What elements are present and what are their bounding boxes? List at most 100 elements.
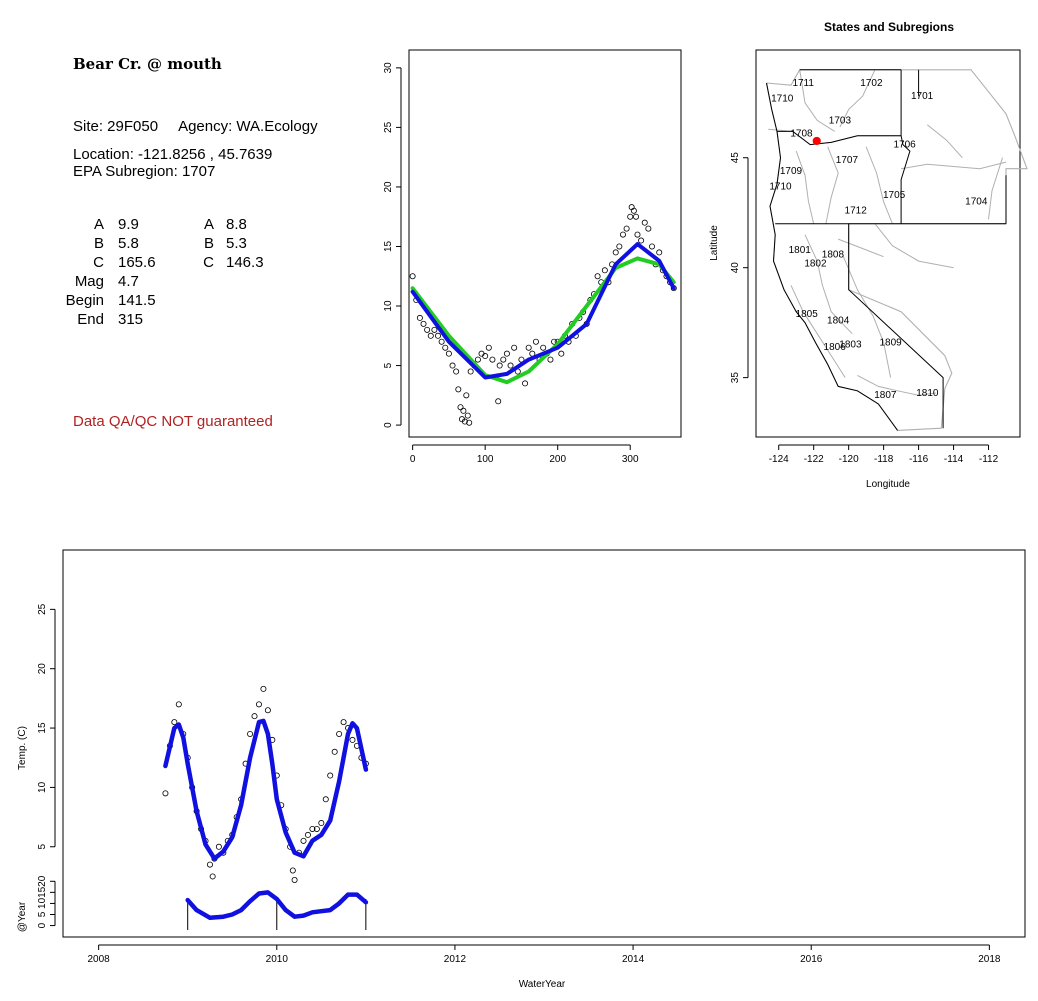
data-point — [645, 225, 652, 232]
param-value-2: 8.8 — [226, 216, 247, 233]
data-point — [264, 707, 271, 714]
data-point — [206, 861, 213, 868]
data-point — [255, 701, 262, 708]
data-point — [349, 736, 356, 743]
data-point — [616, 243, 623, 250]
param-value: 9.9 — [118, 216, 139, 233]
map-xlabel: Longitude — [866, 479, 910, 490]
subregion-label: 1706 — [893, 140, 916, 151]
data-point — [318, 820, 325, 827]
location-line: Location: -121.8256 , 45.7639 — [73, 146, 273, 163]
map-plot-frame — [755, 49, 1021, 438]
state-border — [900, 69, 911, 224]
subregion-boundary — [857, 374, 937, 396]
x-tick-label: 0 — [410, 454, 416, 465]
data-point — [291, 877, 298, 884]
data-point — [420, 320, 427, 327]
subregion-boundary — [926, 124, 963, 159]
subregion-label: 1708 — [790, 129, 813, 140]
data-point — [455, 386, 462, 393]
y-tick-label: 5 — [383, 362, 394, 368]
data-point — [340, 719, 347, 726]
subregion-label: 1710 — [771, 93, 794, 104]
param-value: 141.5 — [118, 292, 156, 309]
y-tick-label: 15 — [383, 240, 394, 252]
subregion-boundary — [839, 69, 876, 128]
y-tick-label: 25 — [383, 121, 394, 133]
data-point — [532, 338, 539, 345]
subregion-label: 1702 — [860, 78, 883, 89]
data-point — [495, 398, 502, 405]
qa-disclaimer: Data QA/QC NOT guaranteed — [73, 413, 273, 430]
subregion-label: 1707 — [836, 155, 859, 166]
y-tick-label: 5 — [37, 844, 48, 850]
data-point — [558, 350, 565, 357]
data-point — [623, 225, 630, 232]
x-tick-label: 2010 — [266, 954, 289, 965]
data-point — [551, 338, 558, 345]
fit-line-green — [410, 256, 676, 385]
seasonal-plot-frame — [408, 49, 682, 438]
data-point — [416, 314, 423, 321]
subregion-boundary — [874, 223, 954, 269]
data-point — [438, 338, 445, 345]
data-point — [457, 404, 464, 411]
data-point — [540, 344, 547, 351]
subregion-boundary — [795, 150, 815, 224]
data-point — [209, 873, 216, 880]
year-fit-line — [185, 890, 369, 921]
param-label-2: A — [203, 216, 214, 233]
x-tick-label: 300 — [622, 454, 639, 465]
site-marker — [812, 136, 821, 146]
param-value: 4.7 — [118, 273, 139, 290]
data-point — [482, 353, 489, 360]
subregion-label: 1712 — [845, 206, 868, 217]
subregion-label: 1703 — [829, 115, 852, 126]
subregion-label: 1805 — [796, 309, 819, 320]
subregion-map: -124 -122 -120 -118 -116 -114 -112 35 40 45 1711 17… — [730, 69, 1028, 465]
data-point — [525, 344, 532, 351]
fit-line-blue — [410, 242, 676, 380]
map-title: States and Subregions — [824, 20, 954, 34]
data-point — [522, 380, 529, 387]
data-point — [500, 356, 507, 363]
param-value-2: 5.3 — [226, 235, 247, 252]
data-point — [466, 419, 473, 426]
data-point — [594, 273, 601, 280]
subregion-boundary — [901, 161, 1007, 170]
param-label: C — [93, 254, 104, 271]
x-tick-label: 200 — [549, 454, 566, 465]
param-label: End — [77, 311, 104, 328]
x-tick-label: -124 — [769, 454, 789, 465]
data-point — [619, 231, 626, 238]
data-point — [467, 368, 474, 375]
subregion-boundary — [804, 234, 853, 335]
x-tick-label: 2008 — [88, 954, 111, 965]
y-tick-label: 45 — [730, 152, 741, 164]
data-point — [336, 730, 343, 737]
data-point — [215, 843, 222, 850]
map-ylabel: Latitude — [709, 225, 720, 261]
subregion-label: 1801 — [789, 245, 812, 256]
data-point — [511, 344, 518, 351]
x-tick-label: 100 — [477, 454, 494, 465]
data-point — [247, 730, 254, 737]
data-point — [612, 249, 619, 256]
state-border — [777, 130, 902, 146]
data-point — [641, 219, 648, 226]
y-tick-label: 20 — [37, 663, 48, 675]
seasonal-plot: 0 100 200 300 0 5 10 15 20 25 30 — [383, 62, 677, 465]
subregion-boundary — [838, 238, 884, 258]
data-point — [304, 831, 311, 838]
param-value: 5.8 — [118, 235, 139, 252]
param-label-2: C — [203, 254, 214, 271]
data-point — [313, 825, 320, 832]
data-point — [627, 213, 634, 220]
subregion-label: 1711 — [792, 78, 814, 89]
data-point — [453, 368, 460, 375]
subregion-label: 1705 — [883, 190, 906, 201]
site-name: Bear Cr. @ mouth — [73, 55, 222, 73]
subregion-boundary — [799, 69, 835, 132]
data-point — [464, 412, 471, 419]
